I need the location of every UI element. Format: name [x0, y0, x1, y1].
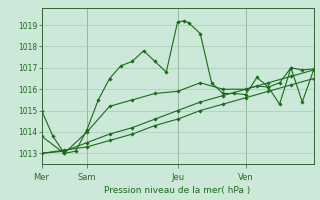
X-axis label: Pression niveau de la mer( hPa ): Pression niveau de la mer( hPa )	[104, 186, 251, 195]
